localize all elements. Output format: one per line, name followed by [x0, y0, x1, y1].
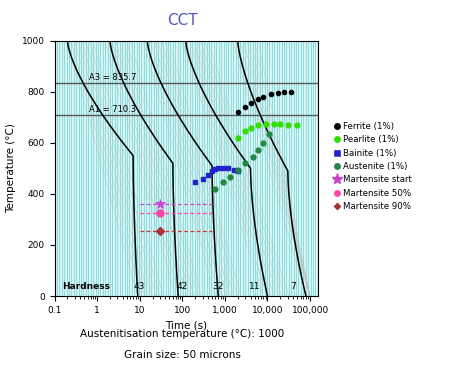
- Text: 7: 7: [290, 282, 296, 292]
- Text: Austenitisation temperature (°C): 1000: Austenitisation temperature (°C): 1000: [81, 329, 284, 339]
- Text: Hardness: Hardness: [62, 282, 110, 292]
- X-axis label: Time (s): Time (s): [165, 320, 207, 330]
- Text: Grain size: 50 microns: Grain size: 50 microns: [124, 350, 241, 360]
- Text: 32: 32: [213, 282, 224, 292]
- Text: 43: 43: [134, 282, 146, 292]
- Text: CCT: CCT: [167, 13, 198, 28]
- Text: A1 = 710.3: A1 = 710.3: [89, 105, 136, 114]
- Text: 42: 42: [177, 282, 188, 292]
- Y-axis label: Temperature (°C): Temperature (°C): [6, 124, 16, 213]
- Text: 11: 11: [249, 282, 260, 292]
- Legend: Ferrite (1%), Pearlite (1%), Bainite (1%), Austenite (1%), Martensite start, Mar: Ferrite (1%), Pearlite (1%), Bainite (1%…: [334, 122, 412, 211]
- Text: A3 = 835.7: A3 = 835.7: [89, 73, 136, 82]
